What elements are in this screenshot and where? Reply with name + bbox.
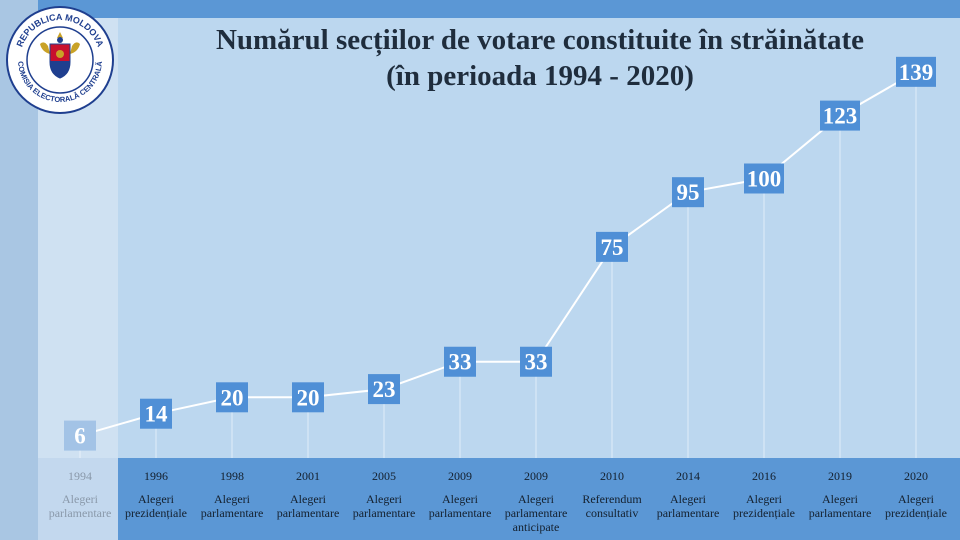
x-tick-year: 2005 <box>372 469 396 483</box>
axis-band <box>118 458 960 540</box>
data-label: 123 <box>823 104 858 129</box>
x-tick-year: 1994 <box>68 469 92 483</box>
x-tick-year: 2016 <box>752 469 776 483</box>
data-label: 95 <box>677 180 700 205</box>
data-label: 20 <box>297 385 320 410</box>
x-tick-year: 2019 <box>828 469 852 483</box>
data-point: 139 <box>896 56 936 87</box>
data-label-box <box>216 382 248 413</box>
x-tick-year: 2010 <box>600 469 624 483</box>
x-tick-category: Alegeri prezidențiale <box>125 492 187 520</box>
chart-title-line2: (în perioada 1994 - 2020) <box>386 60 694 92</box>
data-label-box <box>444 346 476 377</box>
data-label: 33 <box>525 350 548 375</box>
data-label-box <box>896 56 936 87</box>
data-label: 33 <box>449 350 472 375</box>
x-tick-category: Alegeri parlamentare <box>657 492 720 520</box>
data-label-box <box>368 374 400 405</box>
data-point: 100 <box>744 163 784 194</box>
x-tick-year: 1998 <box>220 469 244 483</box>
axis-band-first <box>38 458 118 540</box>
data-label: 23 <box>373 377 396 402</box>
x-tick-category: Alegeri parlamentare <box>277 492 340 520</box>
data-point: 95 <box>672 177 704 208</box>
data-label: 20 <box>221 385 244 410</box>
x-tick-year: 2009 <box>524 469 548 483</box>
chart-title-line1: Numărul secțiilor de votare constituite … <box>215 24 865 56</box>
x-tick-year: 2014 <box>676 469 700 483</box>
x-tick-category: Alegeri parlamentare anticipate <box>505 492 568 534</box>
top-band <box>38 0 960 18</box>
x-tick-category: Alegeri prezidențiale <box>733 492 795 520</box>
data-label-box <box>520 346 552 377</box>
data-point: 33 <box>520 346 552 377</box>
data-label-box <box>744 163 784 194</box>
data-point: 23 <box>368 374 400 405</box>
plot-background <box>38 18 960 458</box>
x-tick-category: Alegeri parlamentare <box>429 492 492 520</box>
data-label-box <box>672 177 704 208</box>
chart-title: Numărul secțiilor de votare constituite … <box>120 22 960 94</box>
data-label: 100 <box>747 167 782 192</box>
x-tick-year: 2001 <box>296 469 320 483</box>
data-label: 14 <box>145 402 169 427</box>
data-label-box <box>64 420 96 451</box>
x-tick-year: 1996 <box>144 469 168 483</box>
x-tick-category: Alegeri parlamentare <box>201 492 264 520</box>
data-label-box <box>292 382 324 413</box>
data-point: 20 <box>216 382 248 413</box>
data-label: 6 <box>74 424 86 449</box>
coat-of-arms-icon <box>40 32 80 79</box>
cec-logo: REPUBLICA MOLDOVA COMISIA ELECTORALĂ CEN… <box>6 6 114 114</box>
data-point: 33 <box>444 346 476 377</box>
data-label-box <box>140 398 172 429</box>
data-point: 75 <box>596 231 628 262</box>
data-point: 20 <box>292 382 324 413</box>
x-tick-category: Alegeri parlamentare <box>353 492 416 520</box>
data-label: 139 <box>899 60 934 85</box>
series-line <box>79 70 917 437</box>
data-point: 6 <box>64 420 96 451</box>
data-point: 14 <box>140 398 172 429</box>
x-tick-year: 2009 <box>448 469 472 483</box>
x-tick-category: Alegeri parlamentare <box>49 492 112 520</box>
data-point: 123 <box>820 100 860 131</box>
x-tick-year: 2020 <box>904 469 928 483</box>
x-tick-category: Referendum consultativ <box>582 492 642 520</box>
data-label-box <box>596 231 628 262</box>
data-label-box <box>820 100 860 131</box>
x-tick-category: Alegeri parlamentare <box>809 492 872 520</box>
x-tick-category: Alegeri prezidențiale <box>885 492 947 520</box>
data-label: 75 <box>601 235 624 260</box>
